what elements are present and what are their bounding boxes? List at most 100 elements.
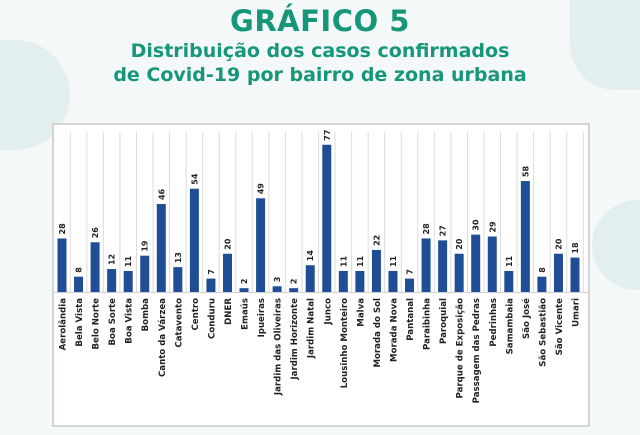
value-label: 7 (406, 269, 415, 275)
bar (156, 204, 166, 292)
value-label: 3 (273, 277, 282, 283)
bar (371, 249, 381, 292)
chart-subtitle-line1: Distribuição dos casos confirmados (130, 40, 510, 62)
chart-title: GRÁFICO 5 (230, 4, 410, 38)
category-label: Bela Vista (75, 298, 85, 347)
chart-subtitle-line2: de Covid-19 por bairro de zona urbana (113, 64, 527, 86)
bar (570, 257, 580, 292)
value-label: 49 (257, 183, 266, 195)
value-label: 30 (472, 219, 481, 231)
category-label: Catavento (174, 298, 184, 348)
category-label: Morada Nova (389, 298, 399, 362)
category-label: Paroquial (439, 298, 449, 344)
bar (189, 188, 199, 292)
value-label: 8 (538, 267, 547, 273)
value-label: 11 (339, 255, 348, 267)
bar (74, 276, 84, 292)
bar (487, 236, 497, 292)
category-label: Boa Sorte (108, 298, 118, 346)
bar (90, 242, 100, 292)
category-label: Malva (356, 298, 366, 327)
value-label: 11 (124, 255, 133, 267)
value-label: 18 (571, 242, 580, 254)
bar (206, 278, 216, 292)
value-label: 19 (141, 240, 150, 252)
category-label: Bomba (141, 298, 151, 332)
value-label: 27 (439, 225, 448, 236)
value-label: 28 (422, 223, 431, 235)
category-label: Passagem das Pedras (472, 298, 482, 403)
value-label: 12 (108, 254, 117, 265)
category-label: Belo Norte (92, 298, 102, 350)
bar (140, 255, 150, 292)
value-label: 54 (190, 173, 199, 185)
category-label: Pedrinhas (489, 298, 499, 347)
value-label: 29 (488, 221, 497, 233)
category-label: Junco (323, 298, 333, 326)
value-label: 2 (290, 279, 299, 285)
value-label: 14 (306, 250, 315, 262)
value-label: 8 (75, 267, 84, 273)
category-label: São José (521, 298, 532, 339)
category-label: Conduru (207, 298, 217, 339)
value-label: 58 (521, 166, 530, 178)
bar (289, 288, 299, 292)
value-label: 28 (58, 223, 67, 235)
bar (520, 181, 530, 292)
bar (388, 270, 398, 292)
value-label: 11 (505, 255, 514, 267)
bar (504, 270, 514, 292)
value-label: 20 (223, 238, 232, 250)
bar (454, 253, 464, 292)
category-label: São Vicente (555, 298, 565, 355)
value-label: 46 (157, 188, 166, 200)
bar (438, 240, 448, 292)
value-label: 77 (323, 130, 332, 141)
bar (305, 265, 315, 292)
category-label: Jardim Horizonte (290, 298, 300, 381)
bar (338, 270, 348, 292)
bar (537, 276, 547, 292)
value-label: 2 (240, 279, 249, 285)
bar (355, 270, 365, 292)
bar (421, 238, 431, 292)
category-label: Paraibinha (423, 298, 433, 350)
category-label: Lousinho Monteiro (340, 298, 350, 388)
category-label: Parque de Exposição (456, 298, 466, 399)
value-label: 11 (389, 255, 398, 267)
bar (123, 270, 133, 292)
value-label: 20 (455, 238, 464, 250)
category-label: Emaús (241, 298, 251, 330)
category-label: DNER (224, 298, 234, 325)
category-label: Aerolândia (59, 298, 69, 351)
category-label: Morada do Sol (373, 298, 383, 368)
bar (107, 269, 117, 292)
value-label: 7 (207, 269, 216, 275)
category-label: Canto da Várzea (158, 298, 168, 377)
bar (222, 253, 232, 292)
category-label: Pantanal (406, 298, 416, 341)
background-decoration (570, 0, 640, 90)
bar (405, 278, 415, 292)
bar (239, 288, 249, 292)
category-label: São Sebastião (538, 298, 548, 367)
bar (173, 267, 183, 292)
category-label: Samambaia (505, 298, 515, 355)
bar (272, 286, 282, 292)
bar (553, 253, 563, 292)
category-label: Umari (572, 298, 582, 327)
bar (322, 144, 332, 292)
category-label: Centro (191, 298, 201, 331)
category-label: Jardim das Oliveiras (274, 298, 284, 396)
value-label: 11 (356, 255, 365, 267)
bar (471, 234, 481, 292)
value-label: 26 (91, 227, 100, 239)
category-label: Jardim Natal (307, 298, 317, 359)
category-label: Boa Vista (125, 298, 135, 344)
value-label: 13 (174, 252, 183, 263)
value-label: 22 (372, 235, 381, 246)
bar (57, 238, 67, 292)
value-label: 20 (554, 238, 563, 250)
category-label: Ipueiras (257, 298, 267, 337)
